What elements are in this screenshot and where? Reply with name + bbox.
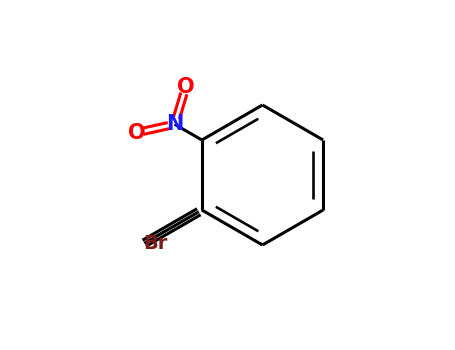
Text: Br: Br: [143, 233, 167, 253]
Text: O: O: [128, 122, 146, 142]
Text: O: O: [177, 77, 194, 97]
Text: N: N: [166, 114, 183, 134]
